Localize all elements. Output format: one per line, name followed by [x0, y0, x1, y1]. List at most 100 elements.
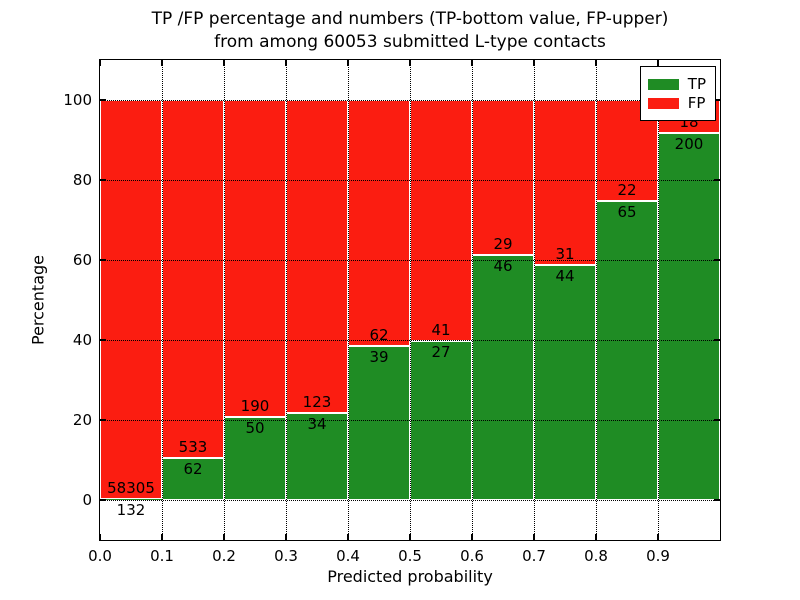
y-tick-mark — [100, 99, 106, 101]
tp-count-label: 132 — [116, 501, 146, 520]
tp-bar-segment — [286, 413, 348, 500]
y-tick-mark-right — [714, 499, 720, 501]
tp-bar-segment — [658, 133, 720, 500]
fp-count-label: 190 — [240, 396, 270, 415]
fp-count-label: 31 — [555, 245, 575, 264]
fp-bar-segment — [286, 100, 348, 414]
x-tick-mark — [409, 534, 411, 540]
x-tick-label: 0.6 — [460, 547, 484, 565]
x-tick-label: 0.8 — [584, 547, 608, 565]
v-gridline — [410, 60, 411, 540]
y-tick-mark-right — [714, 339, 720, 341]
y-tick-mark — [100, 339, 106, 341]
y-tick-label: 0 — [82, 491, 92, 509]
tp-bar-segment — [348, 345, 410, 500]
y-tick-mark-right — [714, 259, 720, 261]
v-gridline — [596, 60, 597, 540]
fp-bar-segment — [534, 100, 596, 266]
fp-count-label: 29 — [493, 234, 513, 253]
x-tick-mark — [223, 534, 225, 540]
x-tick-label: 0.1 — [150, 547, 174, 565]
v-gridline — [162, 60, 163, 540]
tp-count-label: 27 — [431, 343, 451, 362]
y-tick-label: 100 — [63, 91, 92, 109]
chart-title: TP /FP percentage and numbers (TP-bottom… — [100, 8, 720, 54]
chart-title-line2: from among 60053 submitted L-type contac… — [214, 32, 606, 52]
v-gridline — [658, 60, 659, 540]
x-tick-label: 0.3 — [274, 547, 298, 565]
x-tick-mark — [285, 534, 287, 540]
legend-swatch-tp — [647, 78, 679, 90]
x-tick-mark — [471, 534, 473, 540]
y-tick-mark-right — [714, 179, 720, 181]
tp-bar-segment — [472, 254, 534, 500]
v-gridline — [348, 60, 349, 540]
x-tick-mark-top — [161, 60, 163, 66]
x-tick-mark-top — [409, 60, 411, 66]
tp-count-label: 200 — [674, 135, 704, 154]
x-tick-mark — [347, 534, 349, 540]
tp-count-label: 46 — [493, 256, 513, 275]
legend: TP FP — [639, 66, 716, 121]
y-tick-label: 60 — [72, 251, 92, 269]
legend-swatch-fp — [647, 97, 679, 109]
x-tick-label: 0.2 — [212, 547, 236, 565]
fp-count-label: 62 — [369, 325, 389, 344]
y-tick-mark — [100, 419, 106, 421]
x-tick-label: 0.7 — [522, 547, 546, 565]
x-tick-label: 0.4 — [336, 547, 360, 565]
tp-bar-segment — [534, 265, 596, 500]
tp-bar-segment — [100, 499, 162, 500]
x-tick-mark — [657, 534, 659, 540]
y-tick-label: 80 — [72, 171, 92, 189]
y-tick-mark — [100, 499, 106, 501]
fp-bar-segment — [348, 100, 410, 346]
fp-bar-segment — [224, 100, 286, 417]
x-tick-mark-top — [285, 60, 287, 66]
v-gridline — [472, 60, 473, 540]
fp-count-label: 123 — [302, 393, 332, 412]
x-tick-mark — [161, 534, 163, 540]
x-tick-mark-top — [595, 60, 597, 66]
x-tick-label: 0.9 — [646, 547, 670, 565]
x-tick-mark-top — [347, 60, 349, 66]
legend-item-tp: TP — [647, 75, 706, 93]
y-tick-mark — [100, 259, 106, 261]
fp-bar-segment — [162, 100, 224, 459]
x-tick-label: 0.0 — [88, 547, 112, 565]
x-tick-mark — [99, 534, 101, 540]
fp-count-label: 58305 — [107, 479, 155, 498]
tp-count-label: 65 — [617, 203, 637, 222]
v-gridline — [286, 60, 287, 540]
fp-bar-segment — [472, 100, 534, 255]
tp-count-label: 44 — [555, 267, 575, 286]
fp-count-label: 41 — [431, 321, 451, 340]
x-tick-mark-top — [657, 60, 659, 66]
fp-bar-segment — [410, 100, 472, 342]
tp-count-label: 50 — [245, 418, 265, 437]
y-tick-label: 40 — [72, 331, 92, 349]
y-tick-mark-right — [714, 419, 720, 421]
x-tick-mark — [595, 534, 597, 540]
x-tick-mark-top — [223, 60, 225, 66]
tp-bar-segment — [224, 416, 286, 500]
legend-item-fp: FP — [647, 94, 706, 112]
tp-count-label: 62 — [183, 460, 203, 479]
tp-bar-segment — [596, 201, 658, 500]
fp-bar-segment — [100, 100, 162, 500]
v-gridline — [224, 60, 225, 540]
y-tick-mark — [100, 179, 106, 181]
x-tick-mark — [533, 534, 535, 540]
x-tick-label: 0.5 — [398, 547, 422, 565]
y-tick-mark-right — [714, 99, 720, 101]
chart-title-line1: TP /FP percentage and numbers (TP-bottom… — [151, 9, 669, 29]
tp-count-label: 34 — [307, 415, 327, 434]
fp-count-label: 533 — [178, 438, 208, 457]
legend-label-fp: FP — [687, 94, 706, 112]
y-tick-label: 20 — [72, 411, 92, 429]
x-tick-mark-top — [533, 60, 535, 66]
legend-label-tp: TP — [687, 75, 706, 93]
x-tick-mark-top — [99, 60, 101, 66]
x-axis-label: Predicted probability — [327, 567, 493, 586]
